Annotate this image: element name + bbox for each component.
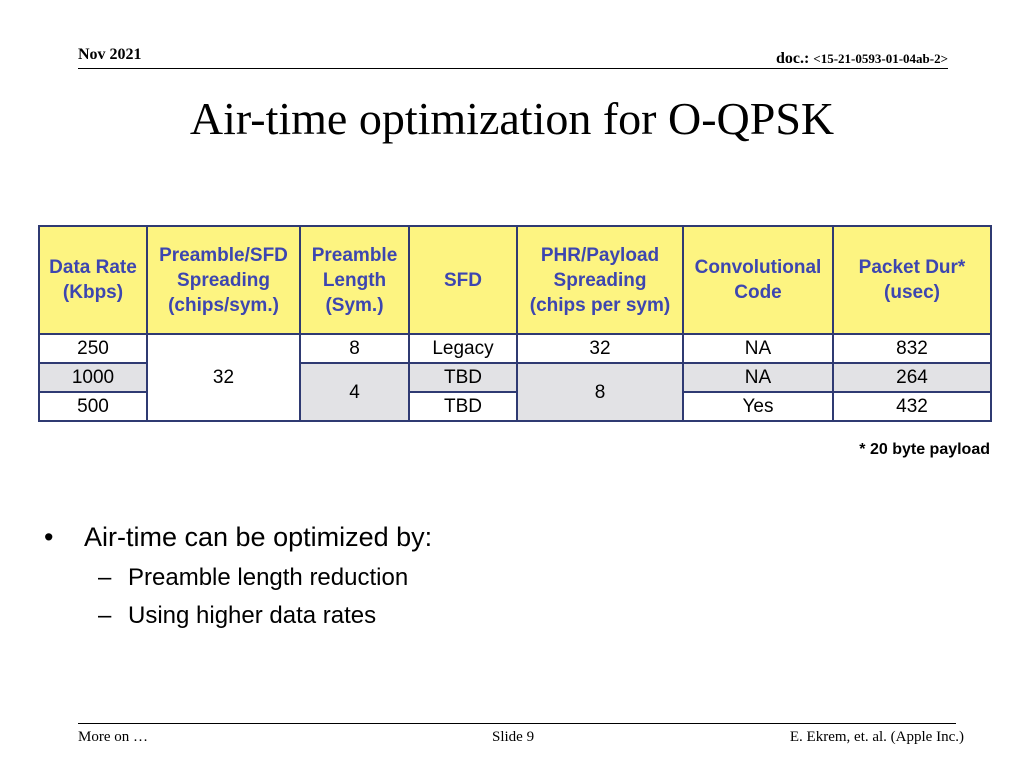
sub-bullet-item: – Preamble length reduction xyxy=(44,563,432,593)
table-row: 1000 4 TBD 8 NA 264 xyxy=(38,362,992,422)
slide-number: Slide 9 xyxy=(492,729,535,745)
cell-sfd: Legacy xyxy=(408,333,518,364)
header-preamble-spreading: Preamble/SFD Spreading (chips/sym.) xyxy=(146,225,301,335)
slide-title: Air-time optimization for O-QPSK xyxy=(189,93,835,144)
cell-packet-dur: 832 xyxy=(832,333,992,364)
header-date: Nov 2021 xyxy=(78,46,142,63)
header-payload-spreading: PHR/Payload Spreading (chips per sym) xyxy=(516,225,684,335)
cell-payload-spreading: 32 xyxy=(516,333,684,364)
cell-data-rate: 500 xyxy=(38,391,148,422)
sub-bullet-item: – Using higher data rates xyxy=(44,601,432,631)
doc-label: doc.: xyxy=(775,50,814,67)
cell-data-rate: 250 xyxy=(38,333,148,364)
bullet-dot-icon: • xyxy=(44,522,54,552)
cell-conv-code: NA xyxy=(682,333,834,364)
table-header-row: Data Rate (Kbps) Preamble/SFD Spreading (ch… xyxy=(38,225,992,335)
table-footnote: * 20 byte payload xyxy=(859,441,990,458)
cell-data-rate: 1000 xyxy=(38,362,148,393)
header-packet-duration: Packet Dur* (usec) xyxy=(832,225,992,335)
header-rule xyxy=(78,68,948,69)
header-convolutional-code: Convolutional Code xyxy=(682,225,834,335)
cell-payload-spreading: 8 xyxy=(516,362,684,422)
cell-conv-code: Yes xyxy=(682,391,834,422)
footer-left: More on … xyxy=(78,729,148,745)
header-preamble-length: Preamble Length (Sym.) xyxy=(299,225,410,335)
sub-bullet-text: Preamble length reduction xyxy=(128,564,409,591)
table-row: 500 TBD Yes 432 xyxy=(38,391,992,422)
cell-packet-dur: 264 xyxy=(832,362,992,393)
doc-number: <15-21-0593-01-04ab-2> xyxy=(813,51,948,66)
bullet-text: Air-time can be optimized by: xyxy=(84,522,433,552)
footer-author: E. Ekrem, et. al. (Apple Inc.) xyxy=(789,729,964,745)
header-sfd: SFD xyxy=(408,225,518,335)
footer-rule xyxy=(78,723,956,724)
header-doc-id: doc.: <15-21-0593-01-04ab-2> xyxy=(776,50,948,68)
sub-bullet-text: Using higher data rates xyxy=(128,602,377,629)
dash-icon: – xyxy=(98,602,112,629)
phy-parameters-table: Data Rate (Kbps) Preamble/SFD Spreading (ch… xyxy=(38,225,992,422)
dash-icon: – xyxy=(98,564,112,591)
bullet-list: • Air-time can be optimized by: – Preamb… xyxy=(44,519,432,631)
cell-preamble-spreading: 32 xyxy=(146,333,301,422)
cell-preamble-length: 8 xyxy=(299,333,410,364)
header-data-rate: Data Rate (Kbps) xyxy=(38,225,148,335)
cell-sfd: TBD xyxy=(408,391,518,422)
cell-conv-code: NA xyxy=(682,362,834,393)
cell-packet-dur: 432 xyxy=(832,391,992,422)
cell-preamble-length: 4 xyxy=(299,362,410,422)
table-row: 250 32 8 Legacy 32 NA 832 xyxy=(38,333,992,422)
cell-sfd: TBD xyxy=(408,362,518,393)
bullet-item: • Air-time can be optimized by: xyxy=(44,519,432,555)
